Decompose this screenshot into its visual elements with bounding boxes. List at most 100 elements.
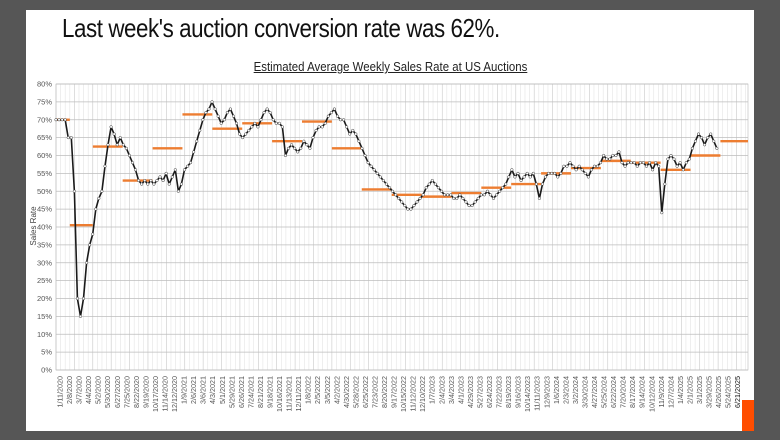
x-tick-label: 3/4/2023 <box>447 376 456 404</box>
x-tick-label: 7/23/2022 <box>370 376 379 408</box>
data-point <box>121 143 125 147</box>
data-point <box>60 118 64 122</box>
data-point <box>443 193 447 197</box>
x-tick-label: 11/9/2024 <box>657 376 666 407</box>
data-point <box>57 118 61 122</box>
data-point <box>595 164 600 168</box>
data-point <box>320 125 324 129</box>
data-point <box>537 196 541 200</box>
data-point <box>427 182 431 186</box>
data-point <box>473 200 477 204</box>
data-point <box>586 175 590 179</box>
data-point <box>470 204 474 208</box>
y-tick-label: 0% <box>41 366 52 375</box>
data-point <box>363 153 367 158</box>
data-point <box>623 164 627 168</box>
x-tick-label: 3/1/2025 <box>695 376 704 404</box>
data-point <box>149 178 153 183</box>
x-tick-label: 8/19/2023 <box>504 376 513 408</box>
x-tick-label: 12/9/2023 <box>542 376 551 408</box>
data-point <box>394 193 398 197</box>
data-point <box>179 182 183 186</box>
data-point <box>528 175 532 179</box>
data-point <box>124 146 128 150</box>
data-point <box>626 161 630 165</box>
y-tick-label: 15% <box>37 312 52 321</box>
data-point <box>580 168 584 172</box>
data-point <box>690 146 694 150</box>
data-point <box>351 128 355 133</box>
x-tick-label: 1/4/2025 <box>676 376 685 404</box>
x-tick-label: 1/9/2021 <box>180 376 189 404</box>
x-tick-label: 12/12/2020 <box>170 376 179 412</box>
x-tick-label: 4/4/2020 <box>84 376 93 404</box>
data-point <box>540 182 545 186</box>
data-point <box>170 175 174 179</box>
data-point <box>675 164 679 168</box>
slide-panel <box>26 10 754 431</box>
average-segments <box>56 113 748 227</box>
x-tick-label: 8/21/2021 <box>256 376 265 408</box>
highlight-tab <box>742 400 754 431</box>
data-point <box>88 243 92 247</box>
data-point <box>654 161 658 165</box>
data-point <box>103 164 107 168</box>
data-point <box>436 186 440 190</box>
data-point <box>641 161 645 165</box>
data-point <box>244 132 248 136</box>
data-point <box>507 175 511 179</box>
data-point <box>259 118 263 122</box>
x-tick-label: 3/29/2025 <box>705 376 714 408</box>
data-point <box>372 168 376 172</box>
data-point <box>687 157 691 161</box>
data-point <box>69 136 73 140</box>
x-tick-label: 4/3/2021 <box>208 376 217 404</box>
x-tick-label: 4/30/2022 <box>342 376 351 408</box>
data-point <box>583 171 587 175</box>
data-point <box>378 175 382 179</box>
data-point <box>400 200 404 204</box>
data-point <box>366 161 370 165</box>
y-tick-label: 70% <box>37 115 52 124</box>
data-point <box>375 171 379 175</box>
data-point <box>565 164 569 168</box>
data-point <box>467 204 471 208</box>
data-point <box>127 153 131 158</box>
data-point <box>543 175 548 179</box>
data-point <box>482 193 486 197</box>
data-point <box>387 186 392 190</box>
data-point <box>522 175 526 179</box>
data-point <box>63 118 67 122</box>
data-point <box>666 157 670 161</box>
data-point <box>592 164 597 168</box>
x-tick-label: 11/12/2022 <box>409 376 418 411</box>
data-point <box>268 111 272 115</box>
data-point <box>663 182 667 186</box>
data-point <box>464 200 468 204</box>
data-point <box>277 121 281 125</box>
data-point <box>446 193 450 197</box>
data-point <box>617 150 621 154</box>
data-point <box>207 107 211 111</box>
data-point <box>433 182 437 186</box>
x-tick-label: 9/14/2024 <box>638 376 647 408</box>
data-point <box>302 139 306 143</box>
data-point <box>635 164 639 168</box>
x-tick-label: 10/17/2020 <box>151 376 160 412</box>
data-point <box>112 132 116 136</box>
data-point <box>681 168 685 172</box>
data-point <box>262 111 266 115</box>
data-point <box>629 161 633 165</box>
data-point <box>678 161 682 165</box>
data-point <box>342 118 346 122</box>
x-tick-label: 7/25/2020 <box>122 376 131 408</box>
data-point <box>133 168 138 172</box>
data-point <box>706 136 710 140</box>
plot-frame <box>55 83 749 371</box>
x-tick-label: 11/13/2021 <box>285 376 294 411</box>
x-tick-label: 5/24/2025 <box>724 376 733 408</box>
data-point <box>311 136 315 140</box>
data-point <box>345 125 349 129</box>
data-point <box>556 175 560 179</box>
